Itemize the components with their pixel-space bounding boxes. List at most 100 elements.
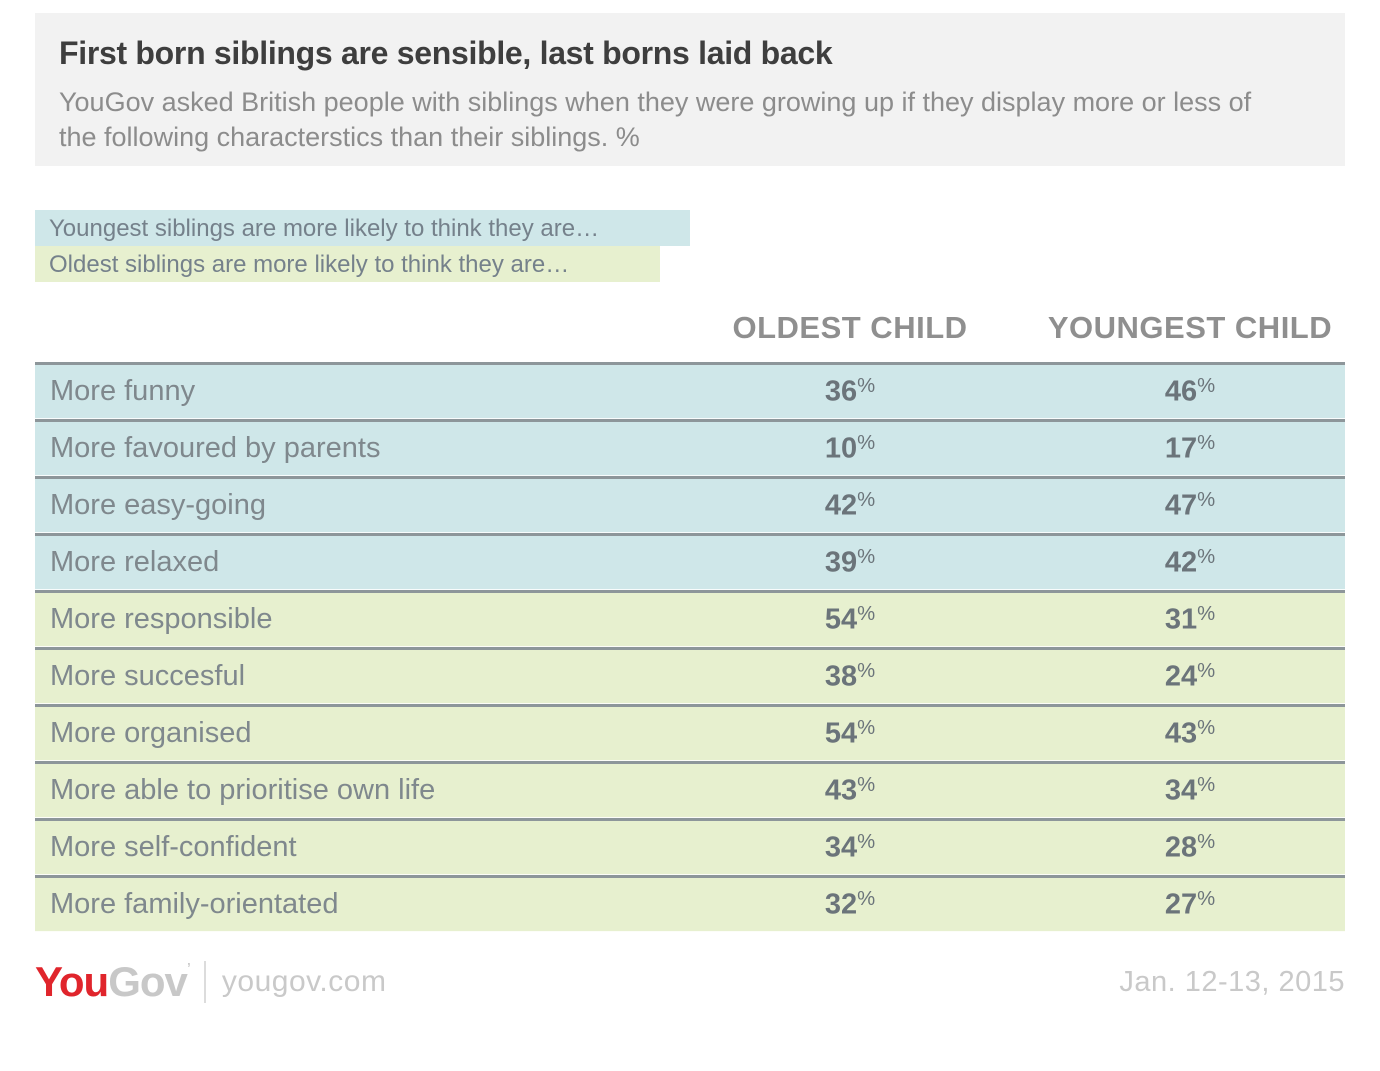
value-number: 54 [824, 717, 858, 750]
yougov-logo: YouGov’ [35, 958, 191, 1006]
percent-sign: % [1197, 887, 1216, 910]
value-number: 34 [824, 831, 858, 864]
percent-sign: % [1197, 488, 1216, 511]
percent-sign: % [857, 545, 876, 568]
table-row: More relaxed 39% 42% [35, 533, 1345, 590]
logo-you: You [35, 958, 109, 1005]
data-table: More funny 36% 46% More favoured by pare… [35, 362, 1345, 932]
percent-sign: % [857, 602, 876, 625]
percent-sign: % [857, 716, 876, 739]
logo-gov: Gov [108, 958, 188, 1005]
percent-sign: % [857, 830, 876, 853]
youngest-value: 24% [1035, 660, 1345, 694]
youngest-value: 28% [1035, 831, 1345, 865]
oldest-value: 54% [665, 603, 1035, 637]
row-label: More easy-going [50, 489, 266, 521]
youngest-value: 47% [1035, 489, 1345, 523]
value-number: 10 [824, 432, 858, 465]
percent-sign: % [1197, 545, 1216, 568]
value-number: 28 [1164, 831, 1198, 864]
row-label: More self-confident [50, 831, 297, 863]
oldest-value: 36% [665, 375, 1035, 409]
value-number: 32 [824, 888, 858, 921]
percent-sign: % [1197, 773, 1216, 796]
youngest-value: 31% [1035, 603, 1345, 637]
percent-sign: % [857, 431, 876, 454]
row-label: More favoured by parents [50, 432, 381, 464]
row-label: More funny [50, 375, 196, 407]
percent-sign: % [857, 887, 876, 910]
oldest-value: 39% [665, 546, 1035, 580]
youngest-value: 46% [1035, 375, 1345, 409]
table-row: More favoured by parents 10% 17% [35, 419, 1345, 476]
value-number: 24 [1164, 660, 1198, 693]
value-number: 34 [1164, 774, 1198, 807]
percent-sign: % [1197, 431, 1216, 454]
table-row: More able to prioritise own life 43% 34% [35, 761, 1345, 818]
oldest-value: 34% [665, 831, 1035, 865]
value-number: 17 [1164, 432, 1198, 465]
table-row: More organised 54% 43% [35, 704, 1345, 761]
oldest-value: 32% [665, 888, 1035, 922]
youngest-value: 34% [1035, 774, 1345, 808]
oldest-value: 10% [665, 432, 1035, 466]
percent-sign: % [1197, 374, 1216, 397]
row-label: More able to prioritise own life [50, 774, 436, 806]
row-label: More responsible [50, 603, 273, 635]
oldest-value: 54% [665, 717, 1035, 751]
value-number: 42 [1164, 546, 1198, 579]
youngest-value: 17% [1035, 432, 1345, 466]
footer-divider [203, 961, 206, 1003]
percent-sign: % [1197, 659, 1216, 682]
percent-sign: % [857, 488, 876, 511]
footer-brand: YouGov’ yougov.com [35, 958, 386, 1006]
oldest-value: 42% [665, 489, 1035, 523]
percent-sign: % [857, 773, 876, 796]
oldest-value: 43% [665, 774, 1035, 808]
header: First born siblings are sensible, last b… [35, 13, 1345, 166]
footer-site-url: yougov.com [221, 965, 387, 998]
row-label: More succesful [50, 660, 246, 692]
logo-trademark-icon: ’ [186, 960, 191, 980]
value-number: 43 [1164, 717, 1198, 750]
percent-sign: % [857, 374, 876, 397]
value-number: 36 [824, 375, 858, 408]
percent-sign: % [1197, 602, 1216, 625]
table-row: More self-confident 34% 28% [35, 818, 1345, 875]
column-header-oldest: OLDEST CHILD [732, 310, 968, 345]
column-headers: OLDEST CHILD YOUNGEST CHILD [35, 310, 1345, 362]
row-label: More relaxed [50, 546, 220, 578]
footer: YouGov’ yougov.com Jan. 12-13, 2015 [35, 958, 1345, 1006]
youngest-value: 42% [1035, 546, 1345, 580]
value-number: 42 [824, 489, 858, 522]
page-title: First born siblings are sensible, last b… [59, 35, 833, 71]
page-subtitle: YouGov asked British people with sibling… [59, 87, 1252, 152]
legend-oldest-band: Oldest siblings are more likely to think… [35, 246, 660, 282]
table-row: More succesful 38% 24% [35, 647, 1345, 704]
percent-sign: % [1197, 830, 1216, 853]
row-label: More family-orientated [50, 888, 339, 920]
footer-date: Jan. 12-13, 2015 [1119, 965, 1345, 998]
percent-sign: % [857, 659, 876, 682]
legend-youngest-band: Youngest siblings are more likely to thi… [35, 210, 690, 246]
value-number: 31 [1164, 603, 1198, 636]
value-number: 46 [1164, 375, 1198, 408]
percent-sign: % [1197, 716, 1216, 739]
youngest-value: 27% [1035, 888, 1345, 922]
table-row: More family-orientated 32% 27% [35, 875, 1345, 932]
value-number: 47 [1164, 489, 1198, 522]
oldest-value: 38% [665, 660, 1035, 694]
value-number: 43 [824, 774, 858, 807]
youngest-value: 43% [1035, 717, 1345, 751]
table-row: More responsible 54% 31% [35, 590, 1345, 647]
table-row: More easy-going 42% 47% [35, 476, 1345, 533]
value-number: 39 [824, 546, 858, 579]
column-header-youngest: YOUNGEST CHILD [1047, 310, 1333, 345]
row-label: More organised [50, 717, 252, 749]
legend: Youngest siblings are more likely to thi… [35, 210, 1345, 282]
table-row: More funny 36% 46% [35, 362, 1345, 419]
value-number: 54 [824, 603, 858, 636]
value-number: 38 [824, 660, 858, 693]
value-number: 27 [1164, 888, 1198, 921]
